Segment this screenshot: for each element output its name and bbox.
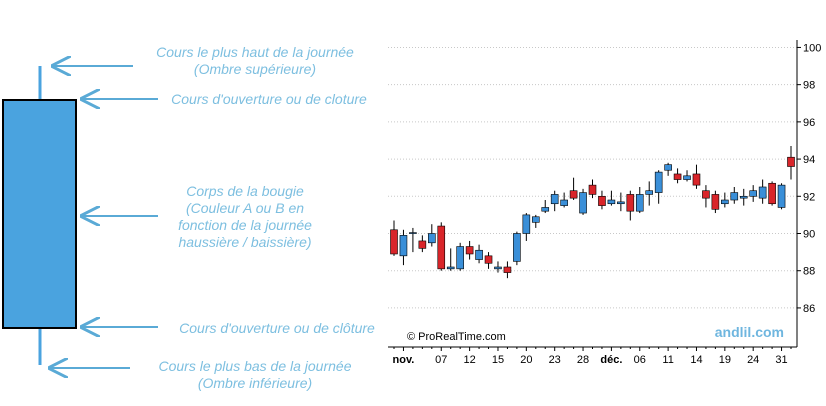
annotation: Cours d'ouverture ou de cloture	[171, 91, 367, 107]
x-tick-label: 15	[492, 354, 504, 366]
candle-body	[446, 266, 455, 270]
annotation: Cours le plus haut de la journée	[156, 44, 354, 60]
candle-body	[749, 190, 757, 197]
candle-body	[531, 216, 540, 223]
candle-body	[617, 201, 625, 205]
candle-body	[739, 195, 748, 199]
annotations: Cours le plus haut de la journée(Ombre s…	[156, 44, 375, 391]
x-tick-label: 23	[549, 354, 561, 366]
x-tick-label: 07	[435, 354, 447, 366]
candle-body	[683, 175, 691, 180]
annotation: (Ombre inférieure)	[198, 375, 312, 391]
y-tick-label: 100	[803, 42, 821, 54]
candle-body	[456, 246, 464, 270]
candle-body	[654, 171, 663, 193]
annotation: Cours le plus bas de la journée	[158, 358, 351, 374]
x-tick-label: déc.	[600, 354, 622, 366]
x-tick-label: 12	[463, 354, 475, 366]
candle-body	[607, 199, 616, 205]
candle-body	[428, 233, 436, 244]
candle-body	[399, 235, 408, 257]
candle-body	[645, 190, 654, 195]
candle-body	[503, 266, 512, 273]
annotation: (Ombre supérieure)	[194, 61, 316, 77]
annotation: (Couleur A ou B en	[186, 200, 304, 216]
x-tick-label: 06	[634, 354, 646, 366]
credit: © ProRealTime.com	[407, 331, 506, 343]
candle-body	[730, 192, 739, 201]
candle-body	[418, 240, 427, 249]
candle-body	[598, 195, 606, 206]
candle-body	[664, 164, 672, 171]
annotation: Corps de la bougie	[186, 183, 304, 199]
candle-body	[711, 194, 720, 210]
x-tick-label: 11	[662, 354, 673, 366]
candle-body	[777, 184, 786, 208]
y-tick-label: 92	[803, 191, 815, 203]
candle-body	[692, 173, 701, 186]
x-tick-label: 14	[690, 354, 702, 366]
y-tick-label: 94	[803, 154, 815, 166]
y-tick-label: 86	[803, 303, 815, 315]
candle-body	[569, 190, 578, 199]
annotation: haussière / baissière)	[178, 234, 311, 250]
candle-body	[513, 233, 521, 262]
credit: andlil.com	[715, 324, 784, 340]
x-tick-label: 24	[747, 354, 759, 366]
x-tick-label: 31	[775, 354, 787, 366]
y-tick-label: 90	[803, 229, 815, 241]
candle-body	[626, 194, 635, 212]
candle-body	[588, 184, 597, 195]
annotation: fonction de la journée	[178, 217, 312, 233]
candle-body	[702, 190, 710, 199]
candlestick-chart: 86 88 90 92 94 96 98 100 nov. 07 12 15 20 23 28 déc. 06 1…	[388, 40, 821, 366]
x-tick-label: nov.	[393, 354, 415, 366]
x-tick-label: 20	[520, 354, 532, 366]
candle-body	[768, 182, 776, 205]
candle-body	[465, 246, 474, 255]
candle-body	[390, 229, 398, 255]
candle-body	[635, 194, 644, 212]
candle-diagram	[2, 66, 158, 368]
candle-body	[787, 156, 795, 167]
candle-body	[409, 232, 417, 234]
candle-body	[2, 99, 77, 329]
y-tick-label: 98	[803, 80, 815, 92]
candle-body	[673, 173, 682, 180]
x-tick-label: 19	[719, 354, 731, 366]
candle-body	[437, 225, 446, 270]
candle-body	[550, 194, 559, 205]
candle-body	[494, 266, 502, 270]
candle-body	[484, 255, 493, 264]
candle-body	[579, 192, 587, 214]
candle-body	[475, 249, 483, 260]
arrows	[50, 66, 158, 368]
candle-body	[522, 214, 531, 234]
y-tick-label: 88	[803, 266, 815, 278]
annotation: Cours d'ouverture ou de clôture	[179, 320, 375, 336]
candle-body	[541, 207, 550, 212]
candle-body	[721, 199, 729, 205]
candle-body	[560, 199, 568, 206]
x-tick-label: 28	[577, 354, 589, 366]
y-tick-label: 96	[803, 117, 815, 129]
candle-body	[758, 186, 767, 199]
